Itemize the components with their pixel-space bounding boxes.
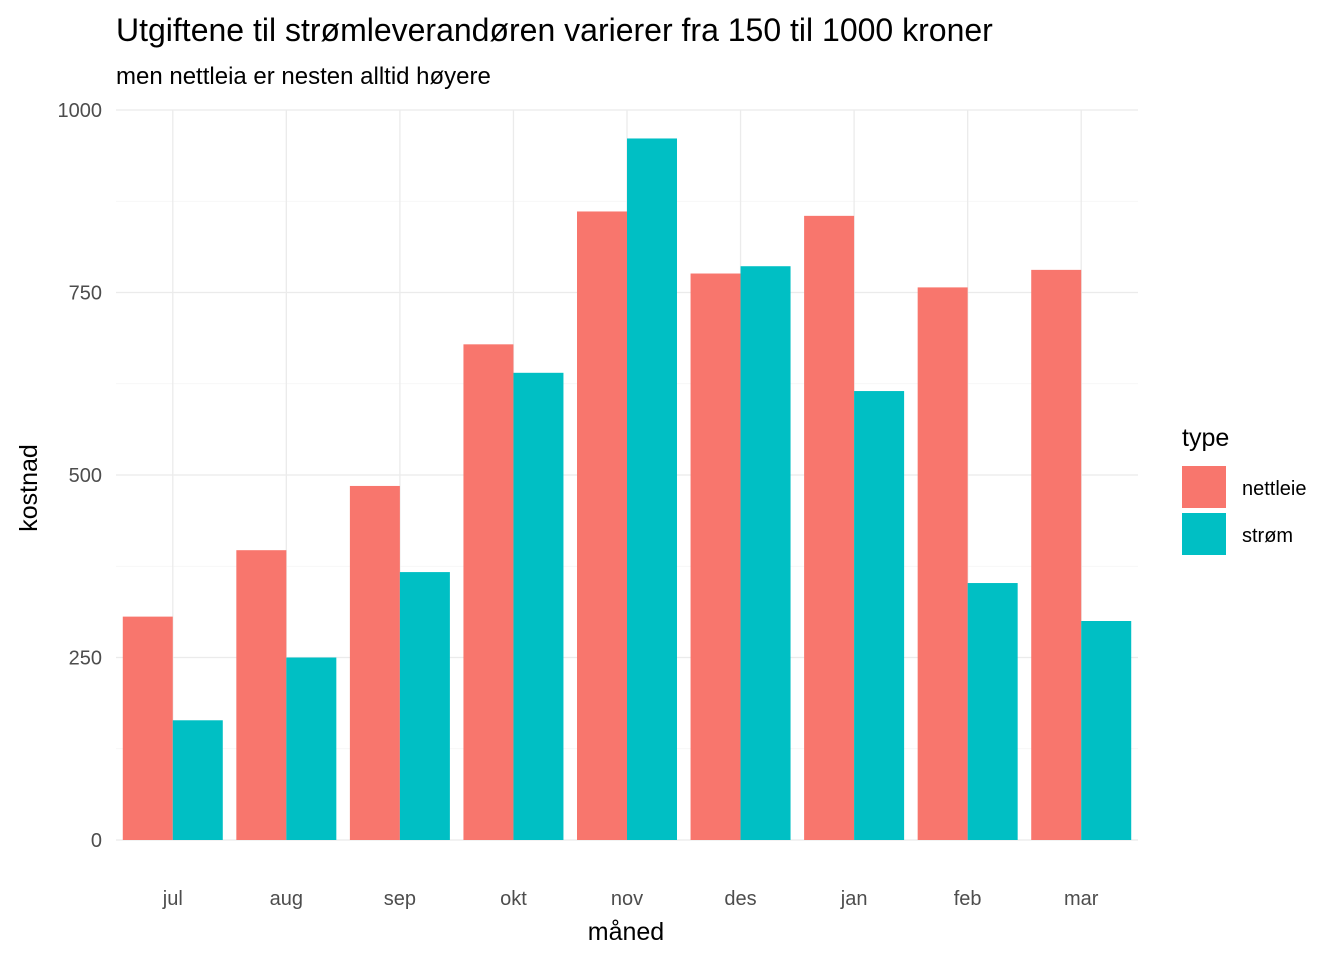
bar-nettleie-okt bbox=[463, 344, 514, 840]
x-tick-label: aug bbox=[270, 888, 303, 910]
x-tick-label: jan bbox=[840, 888, 868, 910]
bar-nettleie-nov bbox=[577, 211, 627, 841]
y-tick-label: 0 bbox=[91, 830, 102, 852]
legend-label-strøm: strøm bbox=[1242, 525, 1293, 547]
bar-strøm-mar bbox=[1081, 621, 1132, 840]
bar-nettleie-aug bbox=[236, 550, 287, 840]
chart-subtitle: men nettleia er nesten alltid høyere bbox=[116, 63, 491, 90]
y-tick-label: 750 bbox=[69, 283, 102, 305]
bar-nettleie-mar bbox=[1031, 269, 1082, 840]
legend-label-nettleie: nettleie bbox=[1242, 478, 1307, 500]
chart-title: Utgiftene til strømleverandøren varierer… bbox=[116, 12, 993, 48]
y-axis-title: kostnad bbox=[15, 444, 43, 532]
x-axis-title: måned bbox=[588, 918, 664, 946]
y-tick-label: 250 bbox=[69, 648, 102, 670]
y-tick-label: 500 bbox=[69, 465, 102, 487]
legend-title: type bbox=[1182, 424, 1229, 452]
legend: type nettleie strøm bbox=[1182, 424, 1307, 555]
bar-strøm-sep bbox=[399, 572, 450, 840]
bar-strøm-jan bbox=[854, 391, 905, 840]
x-tick-label: okt bbox=[500, 888, 527, 910]
bars bbox=[122, 138, 1132, 841]
x-tick-label: jul bbox=[162, 888, 183, 910]
bar-strøm-des bbox=[740, 266, 791, 841]
bar-nettleie-jan bbox=[804, 215, 855, 841]
bar-nettleie-sep bbox=[349, 485, 400, 840]
bar-strøm-okt bbox=[513, 372, 564, 840]
x-tick-label: nov bbox=[611, 888, 643, 910]
bar-strøm-jul bbox=[172, 720, 223, 840]
bar-nettleie-des bbox=[690, 273, 741, 840]
legend-key-nettleie bbox=[1182, 466, 1226, 508]
y-axis-ticks: 0 250 500 750 1000 bbox=[58, 100, 103, 852]
bar-strøm-aug bbox=[286, 657, 337, 840]
y-tick-label: 1000 bbox=[58, 100, 103, 122]
x-tick-label: des bbox=[724, 888, 756, 910]
bar-strøm-feb bbox=[967, 583, 1018, 840]
x-tick-label: feb bbox=[954, 888, 982, 910]
x-tick-label: mar bbox=[1064, 888, 1099, 910]
x-tick-label: sep bbox=[384, 888, 416, 910]
bar-nettleie-jul bbox=[122, 616, 173, 840]
bar-nettleie-feb bbox=[917, 287, 968, 840]
x-axis-ticks: jul aug sep okt nov des jan feb mar bbox=[162, 888, 1099, 910]
legend-key-strøm bbox=[1182, 513, 1226, 555]
bar-strøm-nov bbox=[627, 138, 677, 841]
